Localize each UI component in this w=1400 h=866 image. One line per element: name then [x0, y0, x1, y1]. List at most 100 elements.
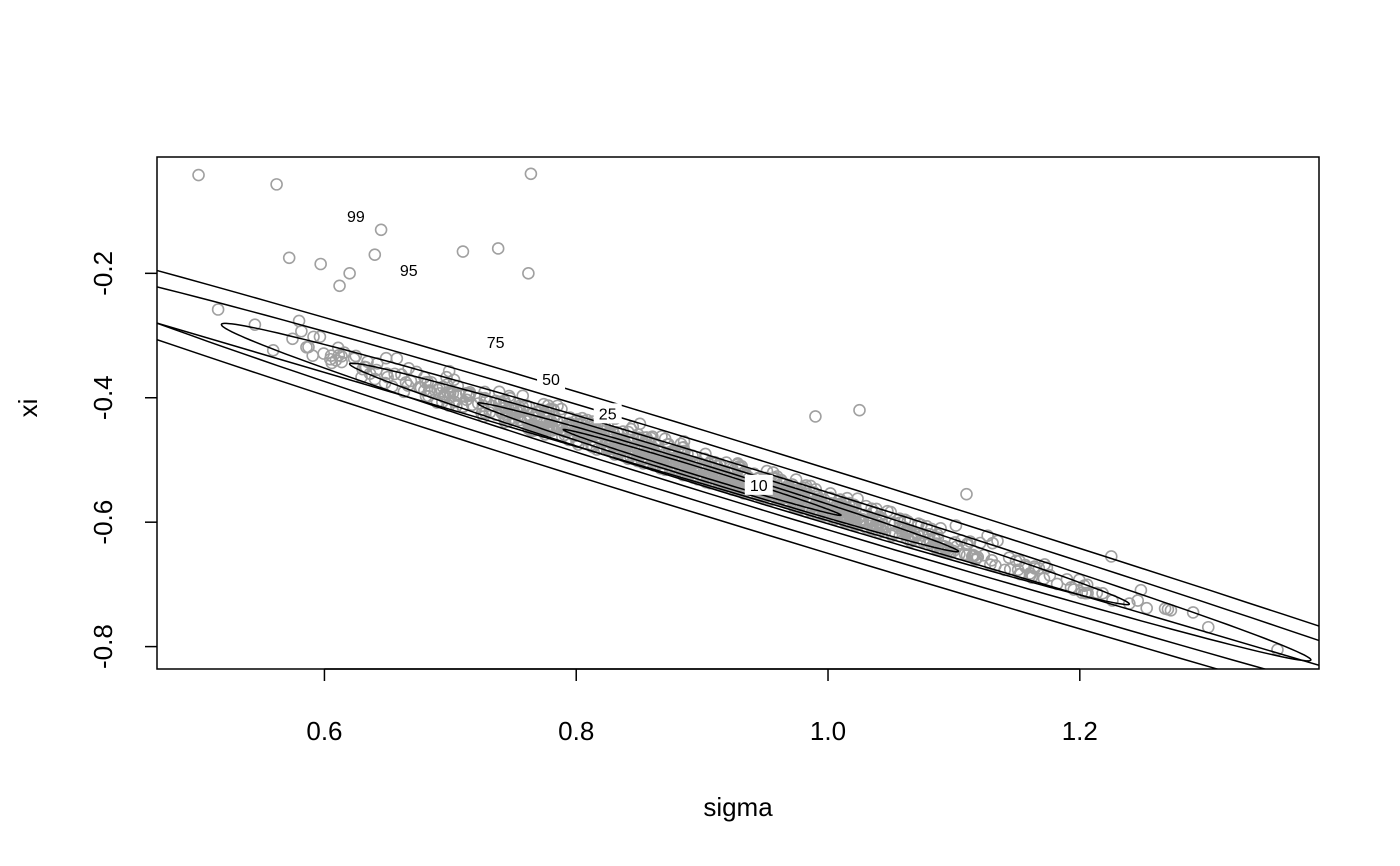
data-point [349, 349, 363, 363]
y-axis-title: xi [13, 399, 43, 418]
data-point [1140, 601, 1153, 615]
data-point [478, 385, 491, 399]
data-point [325, 356, 339, 370]
data-point [674, 437, 688, 451]
data-point [789, 473, 803, 486]
data-point [961, 537, 974, 550]
data-point [456, 245, 470, 258]
contour-line [157, 286, 1319, 669]
y-tick-label: -0.6 [88, 500, 118, 545]
contour-label-bg [593, 403, 622, 424]
data-point [343, 267, 356, 280]
data-point [421, 375, 434, 389]
data-point [872, 526, 886, 539]
data-point [447, 373, 461, 387]
contour-label: 10 [750, 478, 768, 495]
data-point [211, 303, 225, 316]
data-point [498, 412, 512, 425]
data-point [331, 341, 345, 355]
data-point [1131, 594, 1145, 607]
data-point [624, 422, 638, 436]
data-point [809, 410, 822, 423]
data-point [248, 318, 262, 331]
data-point [443, 386, 457, 400]
data-point [295, 324, 308, 338]
plot-frame [156, 156, 1320, 670]
data-point [981, 529, 994, 542]
contour-line [348, 362, 1131, 606]
data-point [1011, 563, 1025, 577]
data-point [949, 519, 963, 532]
axes: 0.6 0.8 1.0 1.2 -0.8 -0.6 -0.4 -0.2 [88, 251, 1098, 746]
data-point [266, 344, 280, 357]
contour-label: 99 [347, 209, 365, 226]
data-point [300, 340, 313, 354]
data-point [965, 550, 979, 563]
data-point [836, 512, 850, 526]
x-tick-label: 0.8 [558, 716, 594, 746]
data-point [313, 330, 327, 344]
contour-label: 75 [487, 335, 505, 352]
data-point [1013, 554, 1026, 568]
contour-label-bg [481, 331, 510, 352]
data-point [602, 427, 615, 440]
data-point [851, 492, 864, 506]
x-tick-label: 0.6 [306, 716, 342, 746]
data-point [270, 178, 283, 191]
contour-label: 25 [599, 406, 617, 423]
data-point [893, 512, 906, 525]
data-point [963, 535, 977, 548]
data-point [440, 370, 453, 384]
data-point [397, 385, 411, 399]
data-point [317, 347, 330, 360]
data-point [459, 387, 473, 400]
scatter-points [192, 167, 1284, 657]
data-point [292, 314, 306, 328]
contour-label: 50 [542, 372, 560, 389]
data-point [333, 279, 346, 293]
data-point [658, 432, 672, 446]
contour-line [220, 322, 1312, 662]
data-point [524, 167, 538, 181]
data-point [374, 223, 388, 237]
data-point [282, 251, 296, 265]
contour-label-bg [341, 206, 370, 227]
data-point [1043, 569, 1057, 582]
contour-line [562, 428, 843, 517]
contour-lines [157, 269, 1319, 669]
data-point [192, 168, 205, 182]
contour-line [157, 269, 1319, 669]
contour-label: 95 [400, 263, 418, 280]
data-point [530, 406, 543, 419]
data-point [388, 367, 401, 381]
x-tick-label: 1.0 [810, 716, 846, 746]
data-point [1032, 562, 1046, 575]
contour-labels: 99 95 75 50 25 10 [341, 206, 773, 495]
data-point [286, 332, 299, 346]
x-axis-title: sigma [703, 792, 773, 822]
y-tick-label: -0.8 [88, 624, 118, 669]
contour-label-bg [537, 369, 566, 390]
data-point [1186, 606, 1200, 619]
data-point [971, 550, 985, 564]
y-tick-label: -0.2 [88, 251, 118, 296]
data-point [314, 257, 327, 271]
contour-label-bg [394, 260, 423, 281]
contour-label-bg [744, 474, 773, 495]
data-point [522, 267, 535, 280]
data-point [368, 248, 382, 261]
data-point [853, 403, 866, 417]
boundary-line [157, 322, 1319, 666]
data-point [1009, 554, 1023, 568]
contour-line [476, 402, 960, 553]
data-point [881, 504, 894, 518]
data-point [306, 349, 319, 362]
data-point [499, 397, 513, 411]
y-tick-label: -0.4 [88, 375, 118, 420]
data-point [934, 522, 947, 535]
data-point [960, 487, 973, 501]
x-tick-label: 1.2 [1062, 716, 1098, 746]
data-point [491, 242, 505, 255]
data-point [585, 438, 598, 451]
